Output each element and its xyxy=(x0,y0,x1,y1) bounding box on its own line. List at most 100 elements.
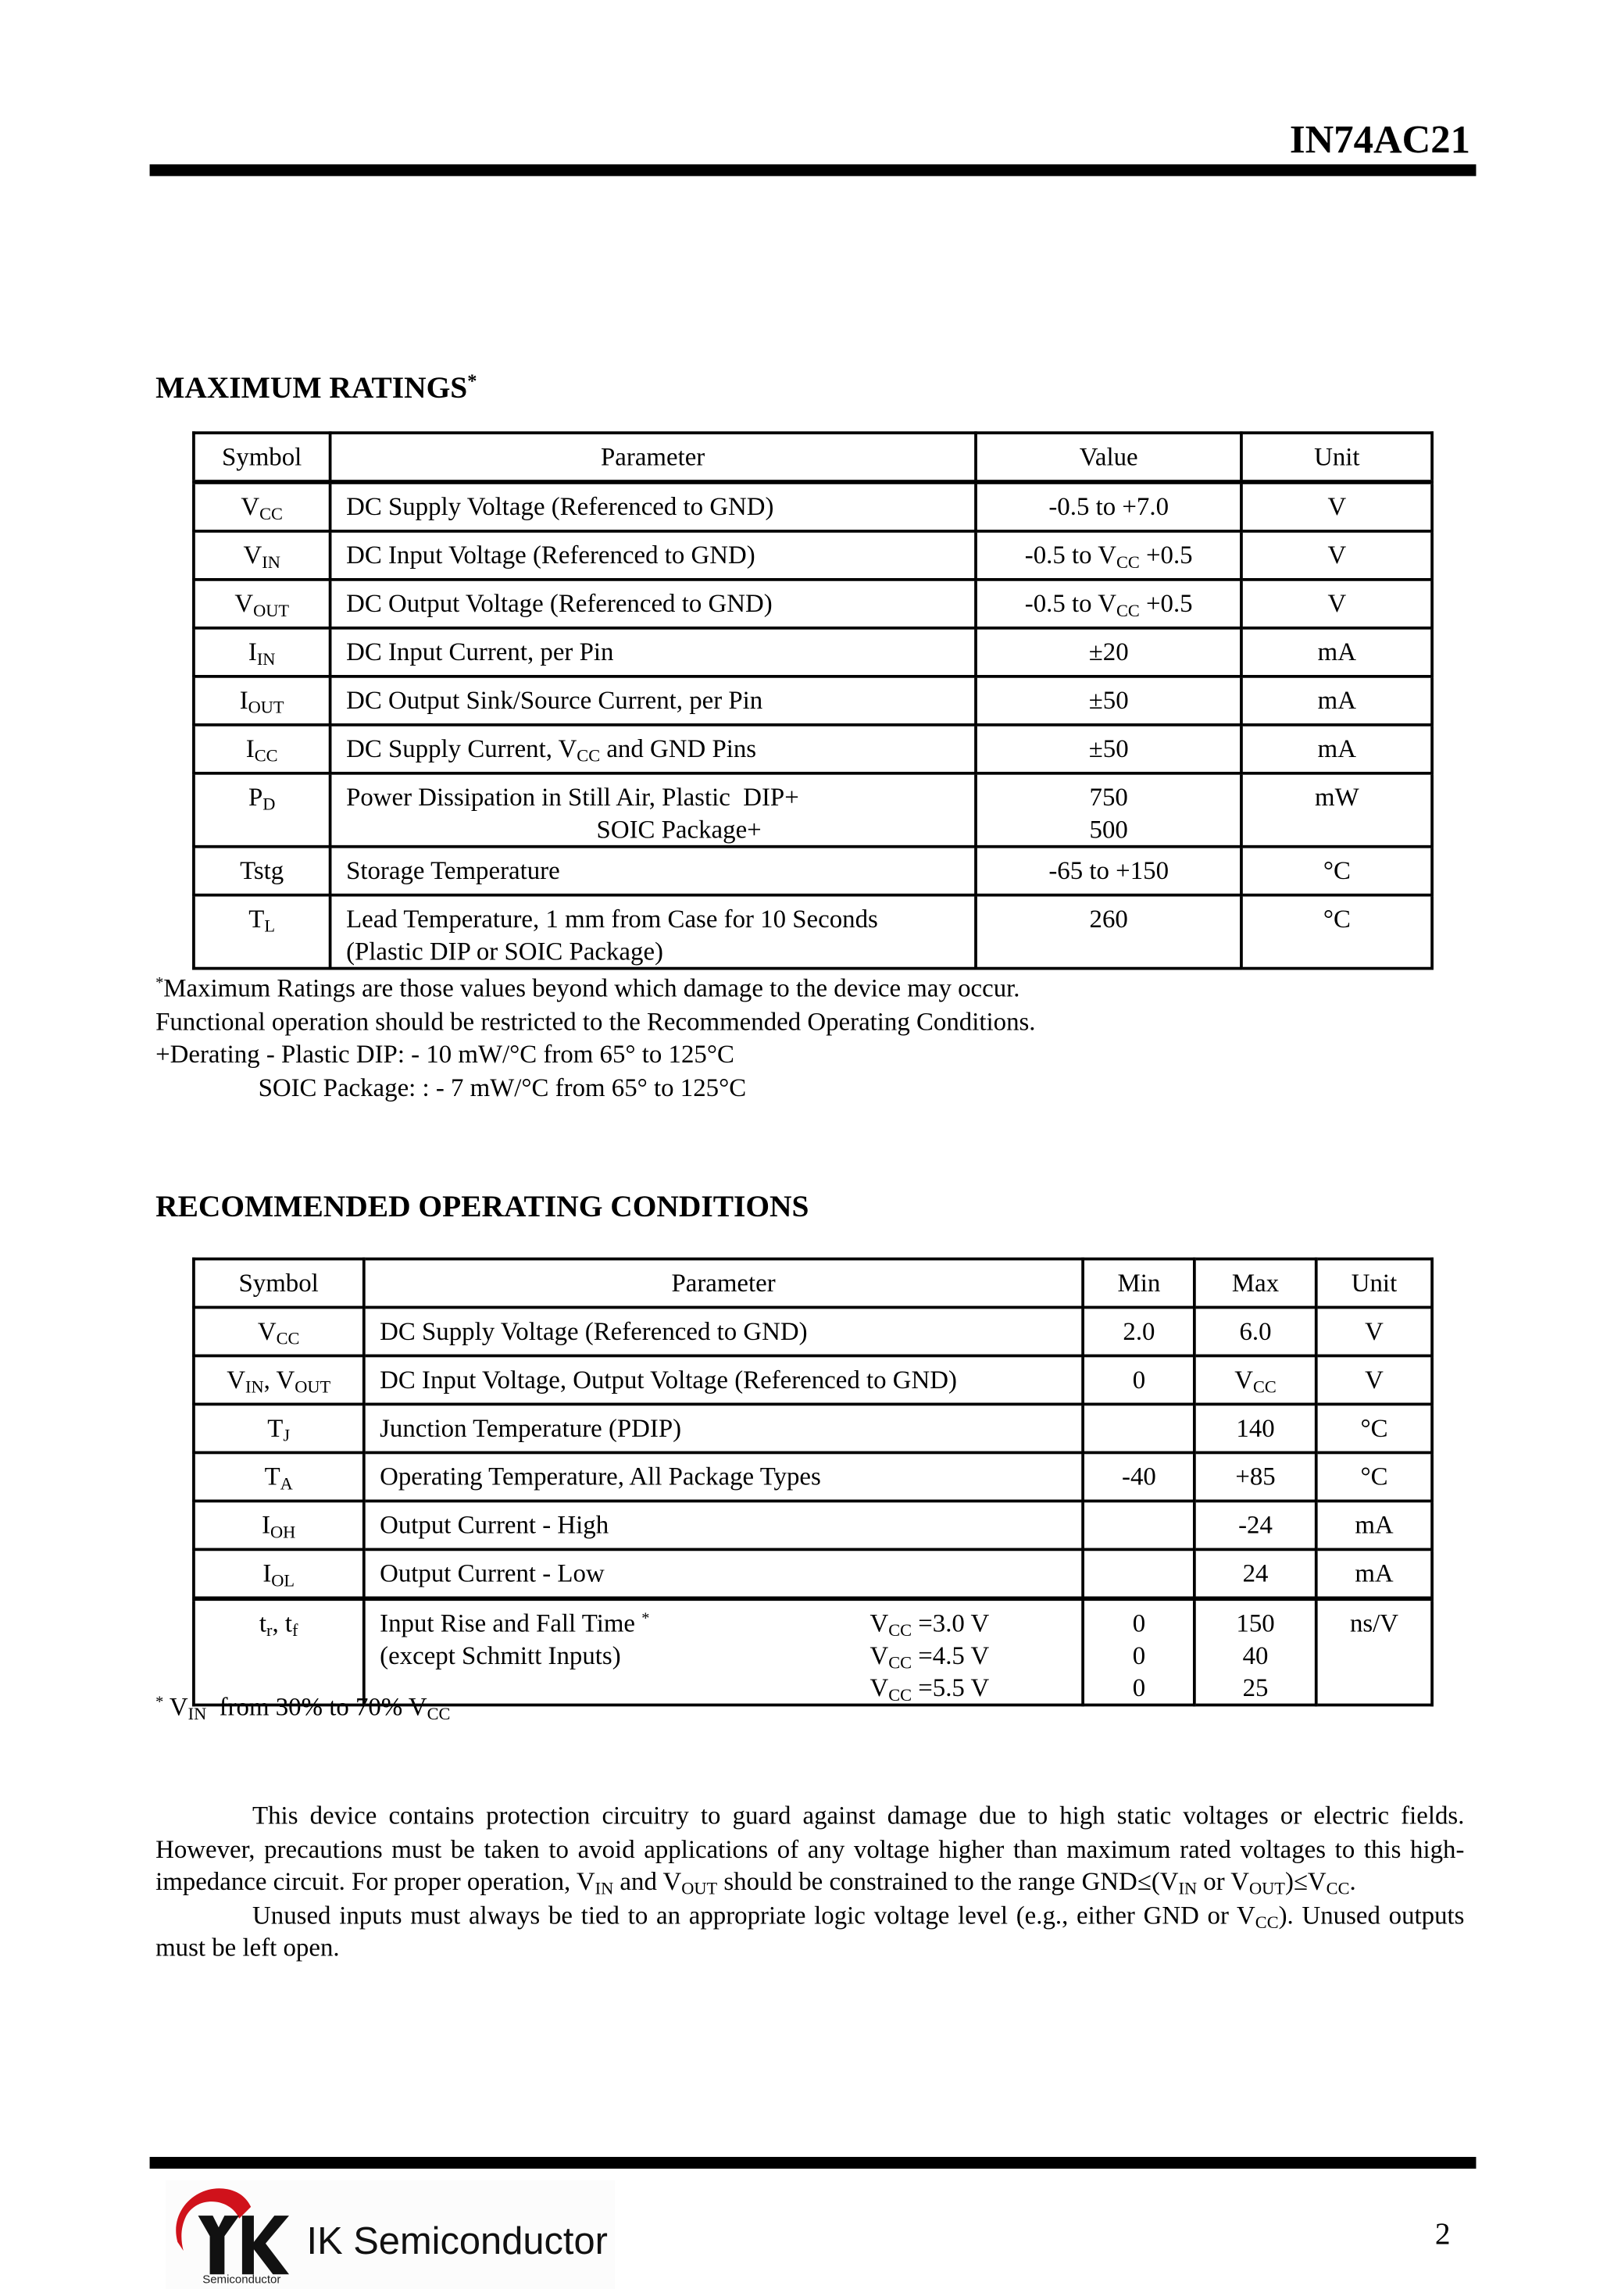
max-cell: VCC xyxy=(1193,1354,1318,1406)
max-ratings-table: Symbol Parameter Value Unit VCC DC Supply Vol… xyxy=(192,431,1434,970)
unit-cell: mA xyxy=(1240,626,1434,678)
min-cell xyxy=(1081,1499,1197,1551)
symbol-cell: tr, tf xyxy=(192,1597,366,1707)
condition-line: VCC =5.5 V xyxy=(869,1673,990,1705)
table-row: VCC DC Supply Voltage (Referenced to GND)… xyxy=(192,480,1434,533)
table-row: VIN DC Input Voltage (Referenced to GND) -… xyxy=(192,530,1434,581)
max-value: 150 xyxy=(1236,1608,1275,1638)
min-cell: 2.0 xyxy=(1081,1305,1197,1358)
rec-conditions-footnote: * VIN from 30% to 70% VCC xyxy=(155,1691,451,1724)
note-line: +Derating - Plastic DIP: - 10 mW/°C from… xyxy=(155,1038,734,1069)
min-cell xyxy=(1081,1548,1197,1601)
table-row: IOUT DC Output Sink/Source Current, per P… xyxy=(192,674,1434,727)
unit-cell: °C xyxy=(1314,1402,1434,1455)
unit-cell: °C xyxy=(1314,1451,1434,1503)
table-row: ICC DC Supply Current, VCC and GND Pins ±5… xyxy=(192,723,1434,775)
max-value: 25 xyxy=(1242,1673,1269,1702)
table-row-rise-fall: tr, tf Input Rise and Fall Time * (except … xyxy=(192,1597,1434,1707)
unit-cell: V xyxy=(1314,1354,1434,1406)
parameter-cell: DC Input Voltage (Referenced to GND) xyxy=(328,530,977,581)
ik-logo-icon: Semiconductor IK Semiconductor xyxy=(176,2188,608,2286)
unit-cell: ns/V xyxy=(1314,1597,1434,1707)
conditions: VCC =3.0 V VCC =4.5 V VCC =5.5 V xyxy=(869,1607,989,1704)
unit-cell: V xyxy=(1240,578,1434,630)
header-row: Symbol Parameter Min Max Unit xyxy=(192,1257,1434,1309)
unit-cell: mA xyxy=(1240,723,1434,775)
condition-line: VCC =4.5 V xyxy=(869,1640,990,1673)
parameter-cell: DC Supply Voltage (Referenced to GND) xyxy=(362,1305,1085,1358)
logo-text: IK Semiconductor xyxy=(307,2220,608,2262)
symbol-cell: TJ xyxy=(192,1402,366,1455)
symbol-cell: PD xyxy=(192,771,332,848)
table-row: Tstg Storage Temperature -65 to +150 °C xyxy=(192,844,1434,897)
value-cell: -65 to +150 xyxy=(973,844,1244,897)
parameter-cell: DC Supply Voltage (Referenced to GND) xyxy=(328,480,977,533)
min-value: 0 xyxy=(1132,1673,1146,1702)
max-cell: 24 xyxy=(1193,1548,1318,1601)
max-ratings-notes: *Maximum Ratings are those values beyond… xyxy=(155,971,1035,1103)
table-row: PD Power Dissipation in Still Air, Plasti… xyxy=(192,771,1434,848)
condition-line: VCC =3.0 V xyxy=(869,1608,990,1641)
symbol-cell: VOUT xyxy=(192,578,332,630)
symbol-cell: IIN xyxy=(192,626,332,678)
logo-subtext: Semiconductor xyxy=(202,2273,280,2286)
column-header: Symbol xyxy=(192,431,332,484)
max-cell: 6.0 xyxy=(1193,1305,1318,1358)
parameter-cell: Output Current - High xyxy=(362,1499,1085,1551)
unit-cell: mA xyxy=(1240,674,1434,727)
header-row: Symbol Parameter Value Unit xyxy=(192,431,1434,484)
symbol-cell: TA xyxy=(192,1451,366,1503)
table-row: TL Lead Temperature, 1 mm from Case for 1… xyxy=(192,893,1434,970)
table-row: IOH Output Current - High -24 mA xyxy=(192,1499,1434,1551)
unit-cell: mW xyxy=(1240,771,1434,848)
parameter-cell: DC Output Sink/Source Current, per Pin xyxy=(328,674,977,727)
symbol-cell: VIN xyxy=(192,530,332,581)
parameter-cell: DC Output Voltage (Referenced to GND) xyxy=(328,578,977,630)
note-line: SOIC Package: : - 7 mW/°C from 65° to 12… xyxy=(155,1072,747,1102)
symbol-cell: TL xyxy=(192,893,332,970)
rec-conditions-title: RECOMMENDED OPERATING CONDITIONS xyxy=(155,1188,809,1224)
note-line: *Maximum Ratings are those values beyond… xyxy=(155,973,1020,1002)
page-number: 2 xyxy=(1434,2216,1451,2251)
value-cell: 260 xyxy=(973,893,1244,970)
parameter-cell: DC Supply Current, VCC and GND Pins xyxy=(328,723,977,775)
footer-rule xyxy=(149,2156,1477,2169)
parameter-text: Input Rise and Fall Time * (except Schmit… xyxy=(380,1608,650,1670)
symbol-cell: ICC xyxy=(192,723,332,775)
parameter-cell: Power Dissipation in Still Air, Plastic … xyxy=(328,771,977,848)
parameter-cell: Storage Temperature xyxy=(328,844,977,897)
max-cell: 140 xyxy=(1193,1402,1318,1455)
unit-cell: V xyxy=(1314,1305,1434,1358)
table-row: VCC DC Supply Voltage (Referenced to GND)… xyxy=(192,1305,1434,1358)
table-row: IOL Output Current - Low 24 mA xyxy=(192,1548,1434,1601)
note-line: Functional operation should be restricte… xyxy=(155,1005,1036,1036)
min-cell: 0 xyxy=(1081,1354,1197,1406)
table-row: VOUT DC Output Voltage (Referenced to GND… xyxy=(192,578,1434,630)
symbol-cell: VCC xyxy=(192,1305,366,1358)
value-cell: 750 500 xyxy=(973,771,1244,848)
max-cell: -24 xyxy=(1193,1499,1318,1551)
min-value: 0 xyxy=(1132,1608,1146,1638)
value-cell: ±50 xyxy=(973,723,1244,775)
table-row: IIN DC Input Current, per Pin ±20 mA xyxy=(192,626,1434,678)
symbol-cell: Tstg xyxy=(192,844,332,897)
max-cell: +85 xyxy=(1193,1451,1318,1503)
symbol-cell: VCC xyxy=(192,480,332,533)
unit-cell: °C xyxy=(1240,893,1434,970)
unit-cell: mA xyxy=(1314,1499,1434,1551)
symbol-cell: IOH xyxy=(192,1499,366,1551)
min-cell xyxy=(1081,1402,1197,1455)
header-rule xyxy=(149,164,1477,177)
symbol-cell: IOL xyxy=(192,1548,366,1601)
part-number-header: IN74AC21 xyxy=(1289,117,1470,162)
min-cell: -40 xyxy=(1081,1451,1197,1503)
table-row: VIN, VOUT DC Input Voltage, Output Voltag… xyxy=(192,1354,1434,1406)
value-cell: -0.5 to VCC +0.5 xyxy=(973,578,1244,630)
unit-cell: mA xyxy=(1314,1548,1434,1601)
parameter-cell: DC Input Voltage, Output Voltage (Refere… xyxy=(362,1354,1085,1406)
parameter-cell: Junction Temperature (PDIP) xyxy=(362,1402,1085,1455)
min-value: 0 xyxy=(1132,1640,1146,1670)
paragraph: This device contains protection circuitr… xyxy=(155,1800,1465,1899)
unit-cell: V xyxy=(1240,530,1434,581)
